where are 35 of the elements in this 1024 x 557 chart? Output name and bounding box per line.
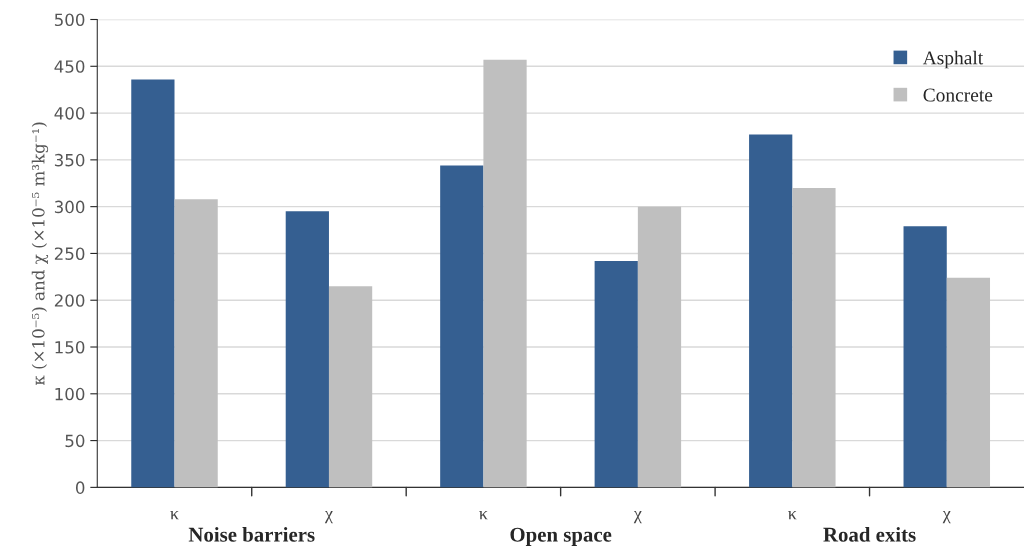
y-tick-label: 400	[54, 107, 85, 120]
bar	[946, 277, 991, 488]
y-tick-label: 250	[54, 247, 85, 260]
y-tick-label: 0	[75, 481, 85, 494]
x-tick-label: κ	[788, 511, 797, 520]
y-tick-label: 300	[54, 200, 85, 214]
y-tick-label: 350	[54, 153, 85, 167]
y-tick-label: 150	[55, 340, 85, 354]
legend-label: Concrete	[923, 88, 993, 102]
bar	[749, 134, 793, 488]
bar	[903, 226, 947, 488]
text: Road exits	[823, 527, 916, 542]
legend-label: Asphalt	[922, 50, 984, 69]
y-tick-label: 100	[55, 387, 85, 401]
y-tick-label: 50	[65, 434, 85, 448]
bar	[328, 286, 373, 488]
y-tick-label: 450	[54, 60, 85, 73]
x-tick-label: κ	[170, 511, 179, 520]
text: Open space	[510, 527, 612, 546]
bar	[483, 59, 527, 488]
x-tick-label: χ	[324, 511, 333, 524]
text: Noise barriers	[188, 527, 315, 542]
x-tick-label: χ	[633, 511, 642, 524]
x-tick-label: κ	[479, 511, 488, 520]
y-tick-label: 200	[54, 294, 85, 307]
bar	[131, 79, 175, 488]
bar	[594, 260, 638, 488]
bar	[285, 211, 329, 488]
bar	[174, 199, 218, 488]
bar	[637, 206, 682, 488]
y-tick-label: 500	[54, 13, 85, 27]
y-axis-title: κ (×10⁻⁵) and χ (×10⁻⁵ m³kg⁻¹)	[31, 122, 49, 386]
x-tick-label: χ	[942, 511, 951, 524]
bar	[792, 187, 836, 488]
bar	[440, 165, 484, 488]
